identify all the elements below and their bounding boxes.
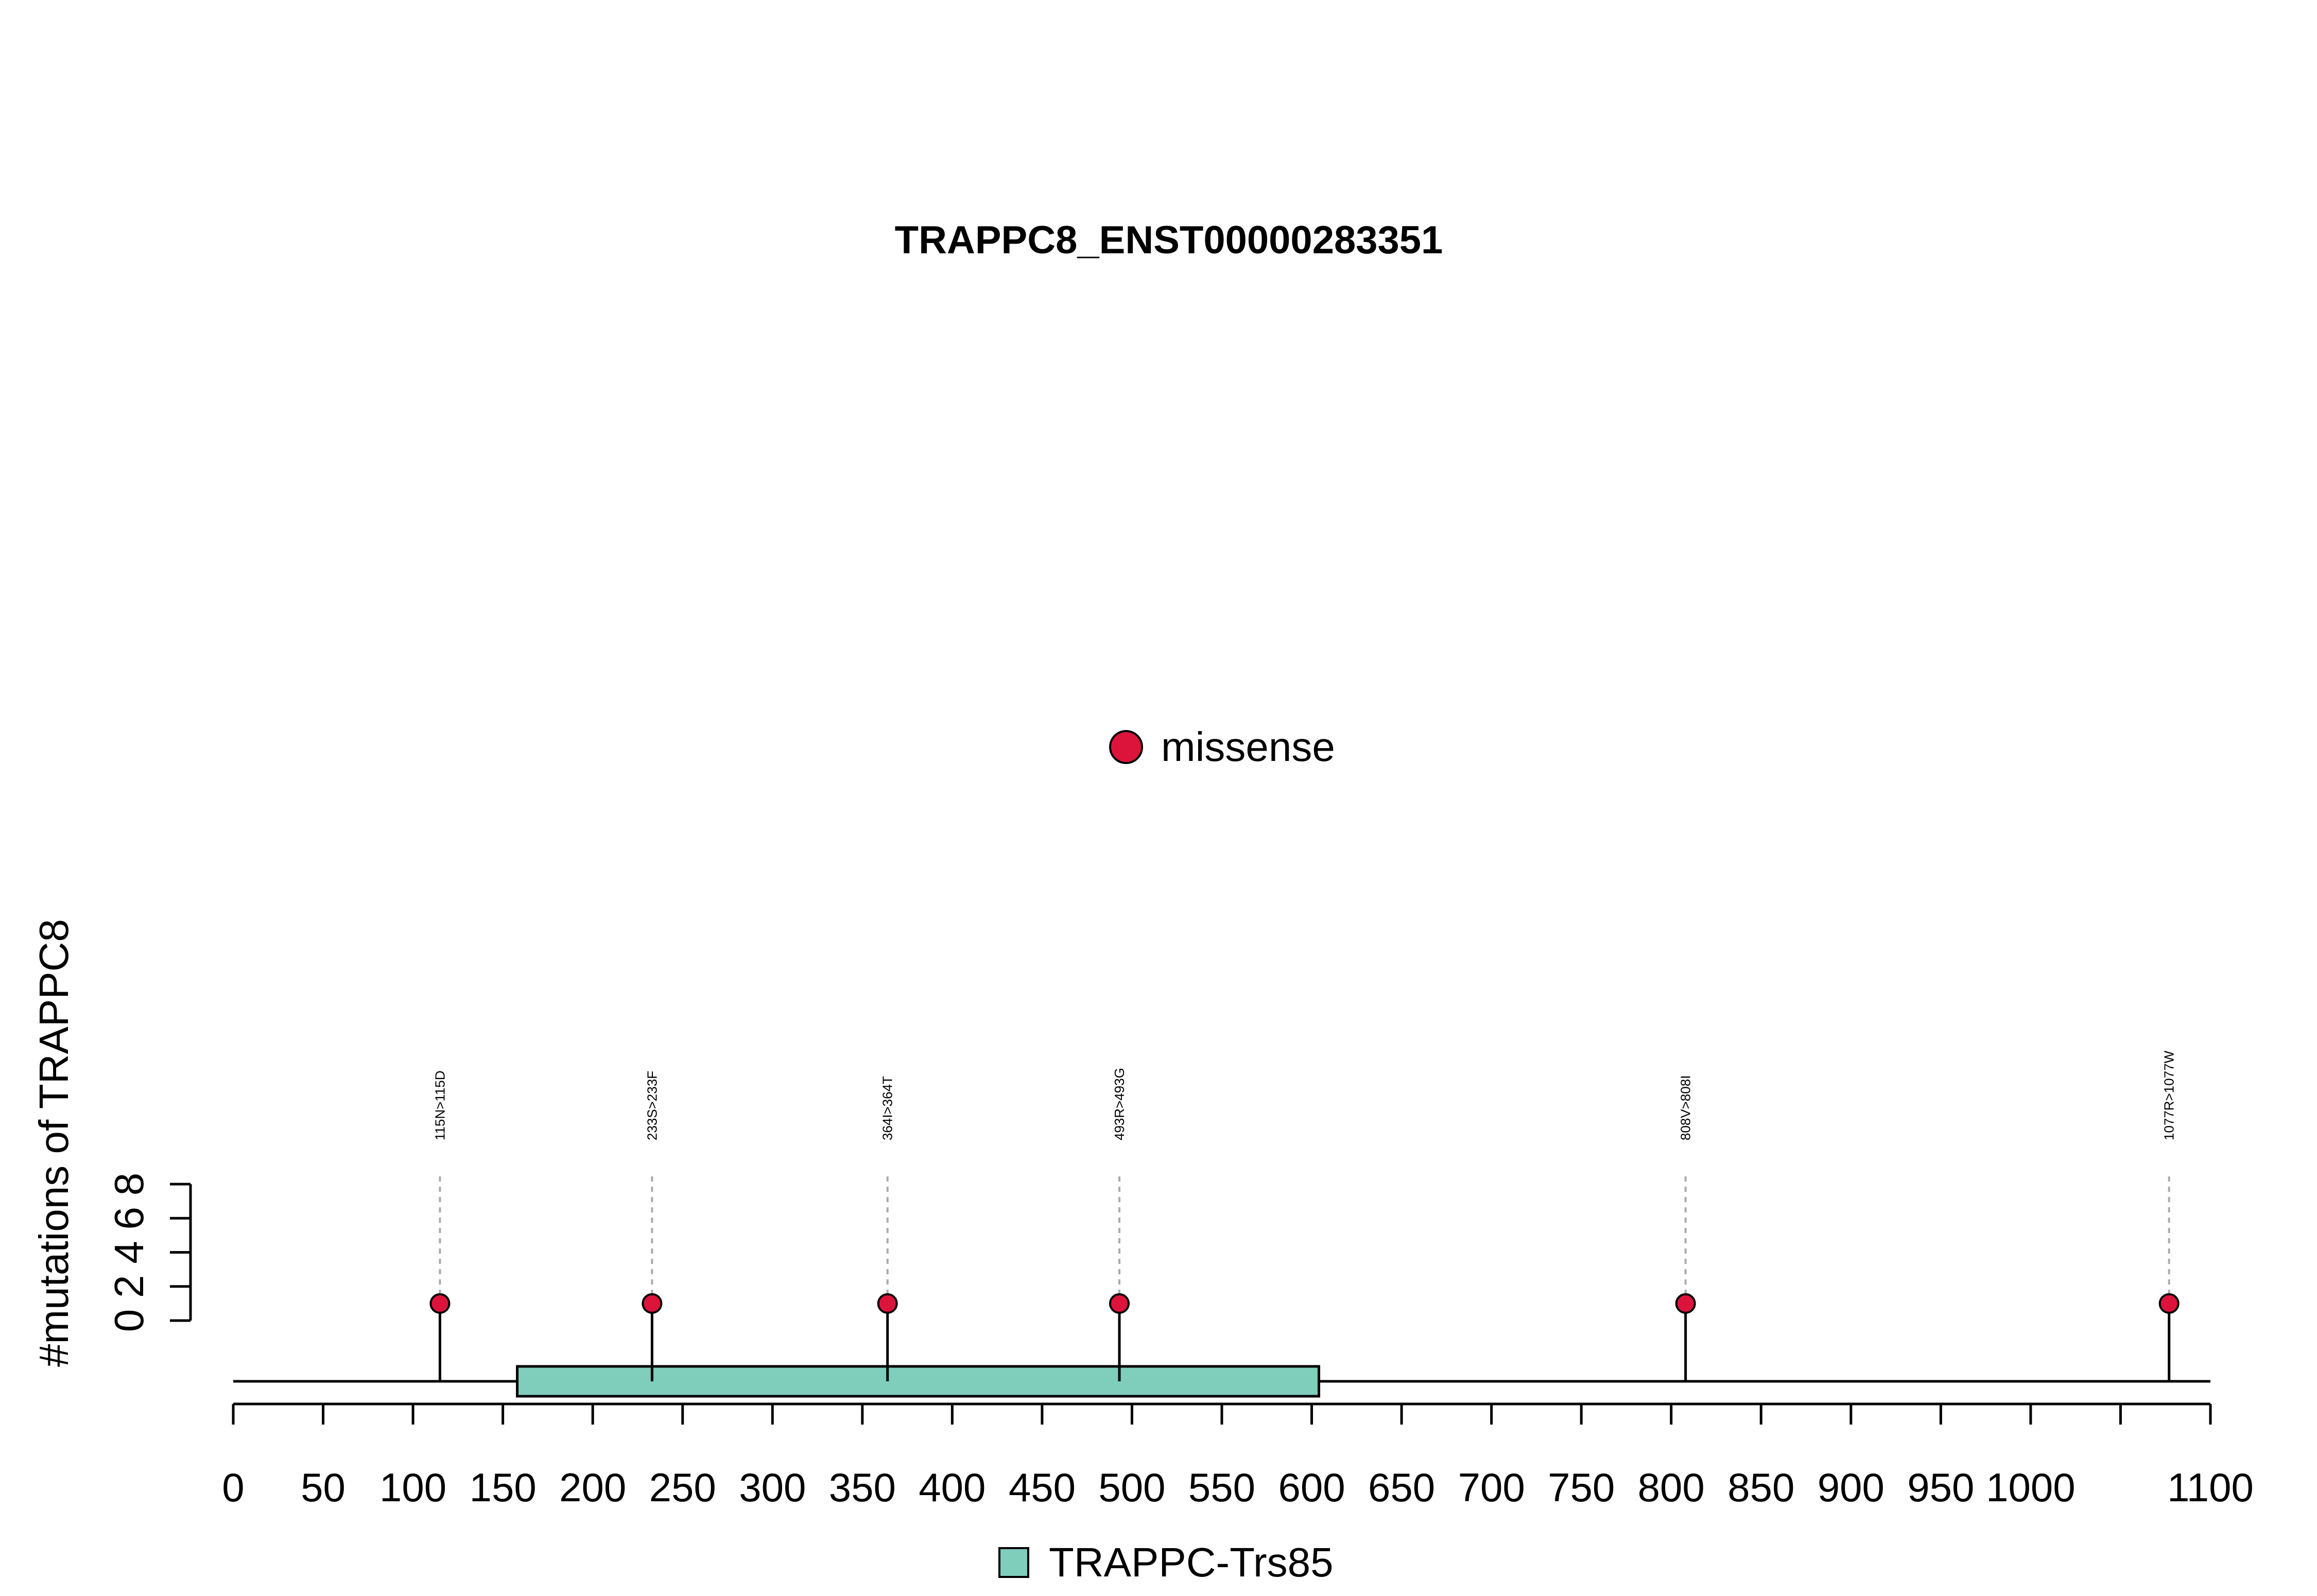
x-tick-label: 300 bbox=[739, 1465, 806, 1510]
y-tick-label: 6 bbox=[106, 1207, 152, 1230]
x-tick-label: 650 bbox=[1368, 1465, 1435, 1510]
x-tick-label: 850 bbox=[1727, 1465, 1794, 1510]
x-tick-label: 450 bbox=[1009, 1465, 1076, 1510]
legend-label-missense: missense bbox=[1161, 724, 1335, 770]
x-tick-label: 1000 bbox=[1986, 1465, 2076, 1510]
chart-title: TRAPPC8_ENST00000283351 bbox=[895, 218, 1443, 262]
mutation-label: 364I>364T bbox=[880, 1076, 895, 1140]
x-tick-label: 50 bbox=[301, 1465, 345, 1510]
mutation-head bbox=[429, 1293, 451, 1314]
mutation-head bbox=[642, 1293, 663, 1314]
x-tick-label: 250 bbox=[649, 1465, 716, 1510]
x-tick-label: 500 bbox=[1098, 1465, 1165, 1510]
mutation-label: 493R>493G bbox=[1112, 1068, 1127, 1140]
x-axis: 0 50 100 150 200 250 300 350 400 450 500 550 600 650 7… bbox=[222, 1402, 2254, 1510]
domain-box bbox=[516, 1365, 1321, 1398]
mutation-lollipops: 115N>115D 233S>233F 364I>364T 493R>493G 808V… bbox=[429, 1050, 2180, 1381]
mutation-head bbox=[1109, 1293, 1130, 1314]
y-tick-label: 4 bbox=[106, 1241, 152, 1264]
mutation-legend: missense bbox=[1109, 724, 1335, 770]
x-tick-label: 0 bbox=[222, 1465, 244, 1510]
y-tick-label: 2 bbox=[106, 1275, 152, 1298]
x-tick-label: 900 bbox=[1818, 1465, 1884, 1510]
y-tick-label: 0 bbox=[106, 1309, 152, 1332]
x-tick-label: 1100 bbox=[2167, 1465, 2254, 1510]
x-tick-label: 550 bbox=[1188, 1465, 1255, 1510]
x-tick-label: 200 bbox=[559, 1465, 626, 1510]
legend-swatch-domain bbox=[998, 1547, 1029, 1578]
mutation-label: 115N>115D bbox=[432, 1070, 447, 1140]
mutation-label: 1077R>1077W bbox=[2162, 1050, 2177, 1140]
mutation-head bbox=[877, 1293, 898, 1314]
x-tick-label: 100 bbox=[379, 1465, 446, 1510]
legend-label-domain: TRAPPC-Trs85 bbox=[1049, 1539, 1334, 1585]
x-tick-label: 150 bbox=[470, 1465, 537, 1510]
y-axis: 0 2 4 6 8 bbox=[106, 1173, 192, 1332]
mutation-head bbox=[1675, 1293, 1696, 1314]
mutation-label: 233S>233F bbox=[644, 1071, 660, 1140]
protein-domains bbox=[516, 1365, 1321, 1398]
mutation-label: 808V>808I bbox=[1678, 1075, 1693, 1140]
x-tick-label: 950 bbox=[1907, 1465, 1974, 1510]
legend-marker-missense bbox=[1109, 730, 1143, 764]
x-tick-label: 350 bbox=[829, 1465, 896, 1510]
x-tick-label: 600 bbox=[1278, 1465, 1345, 1510]
mutation-head bbox=[2158, 1293, 2180, 1314]
x-tick-label: 700 bbox=[1458, 1465, 1525, 1510]
y-axis-label: #mutations of TRAPPC8 bbox=[31, 919, 77, 1367]
domain-legend: TRAPPC-Trs85 bbox=[998, 1539, 1334, 1585]
x-tick-label: 800 bbox=[1638, 1465, 1705, 1510]
y-tick-label: 8 bbox=[106, 1173, 152, 1196]
x-tick-label: 750 bbox=[1548, 1465, 1615, 1510]
x-tick-label: 400 bbox=[919, 1465, 985, 1510]
